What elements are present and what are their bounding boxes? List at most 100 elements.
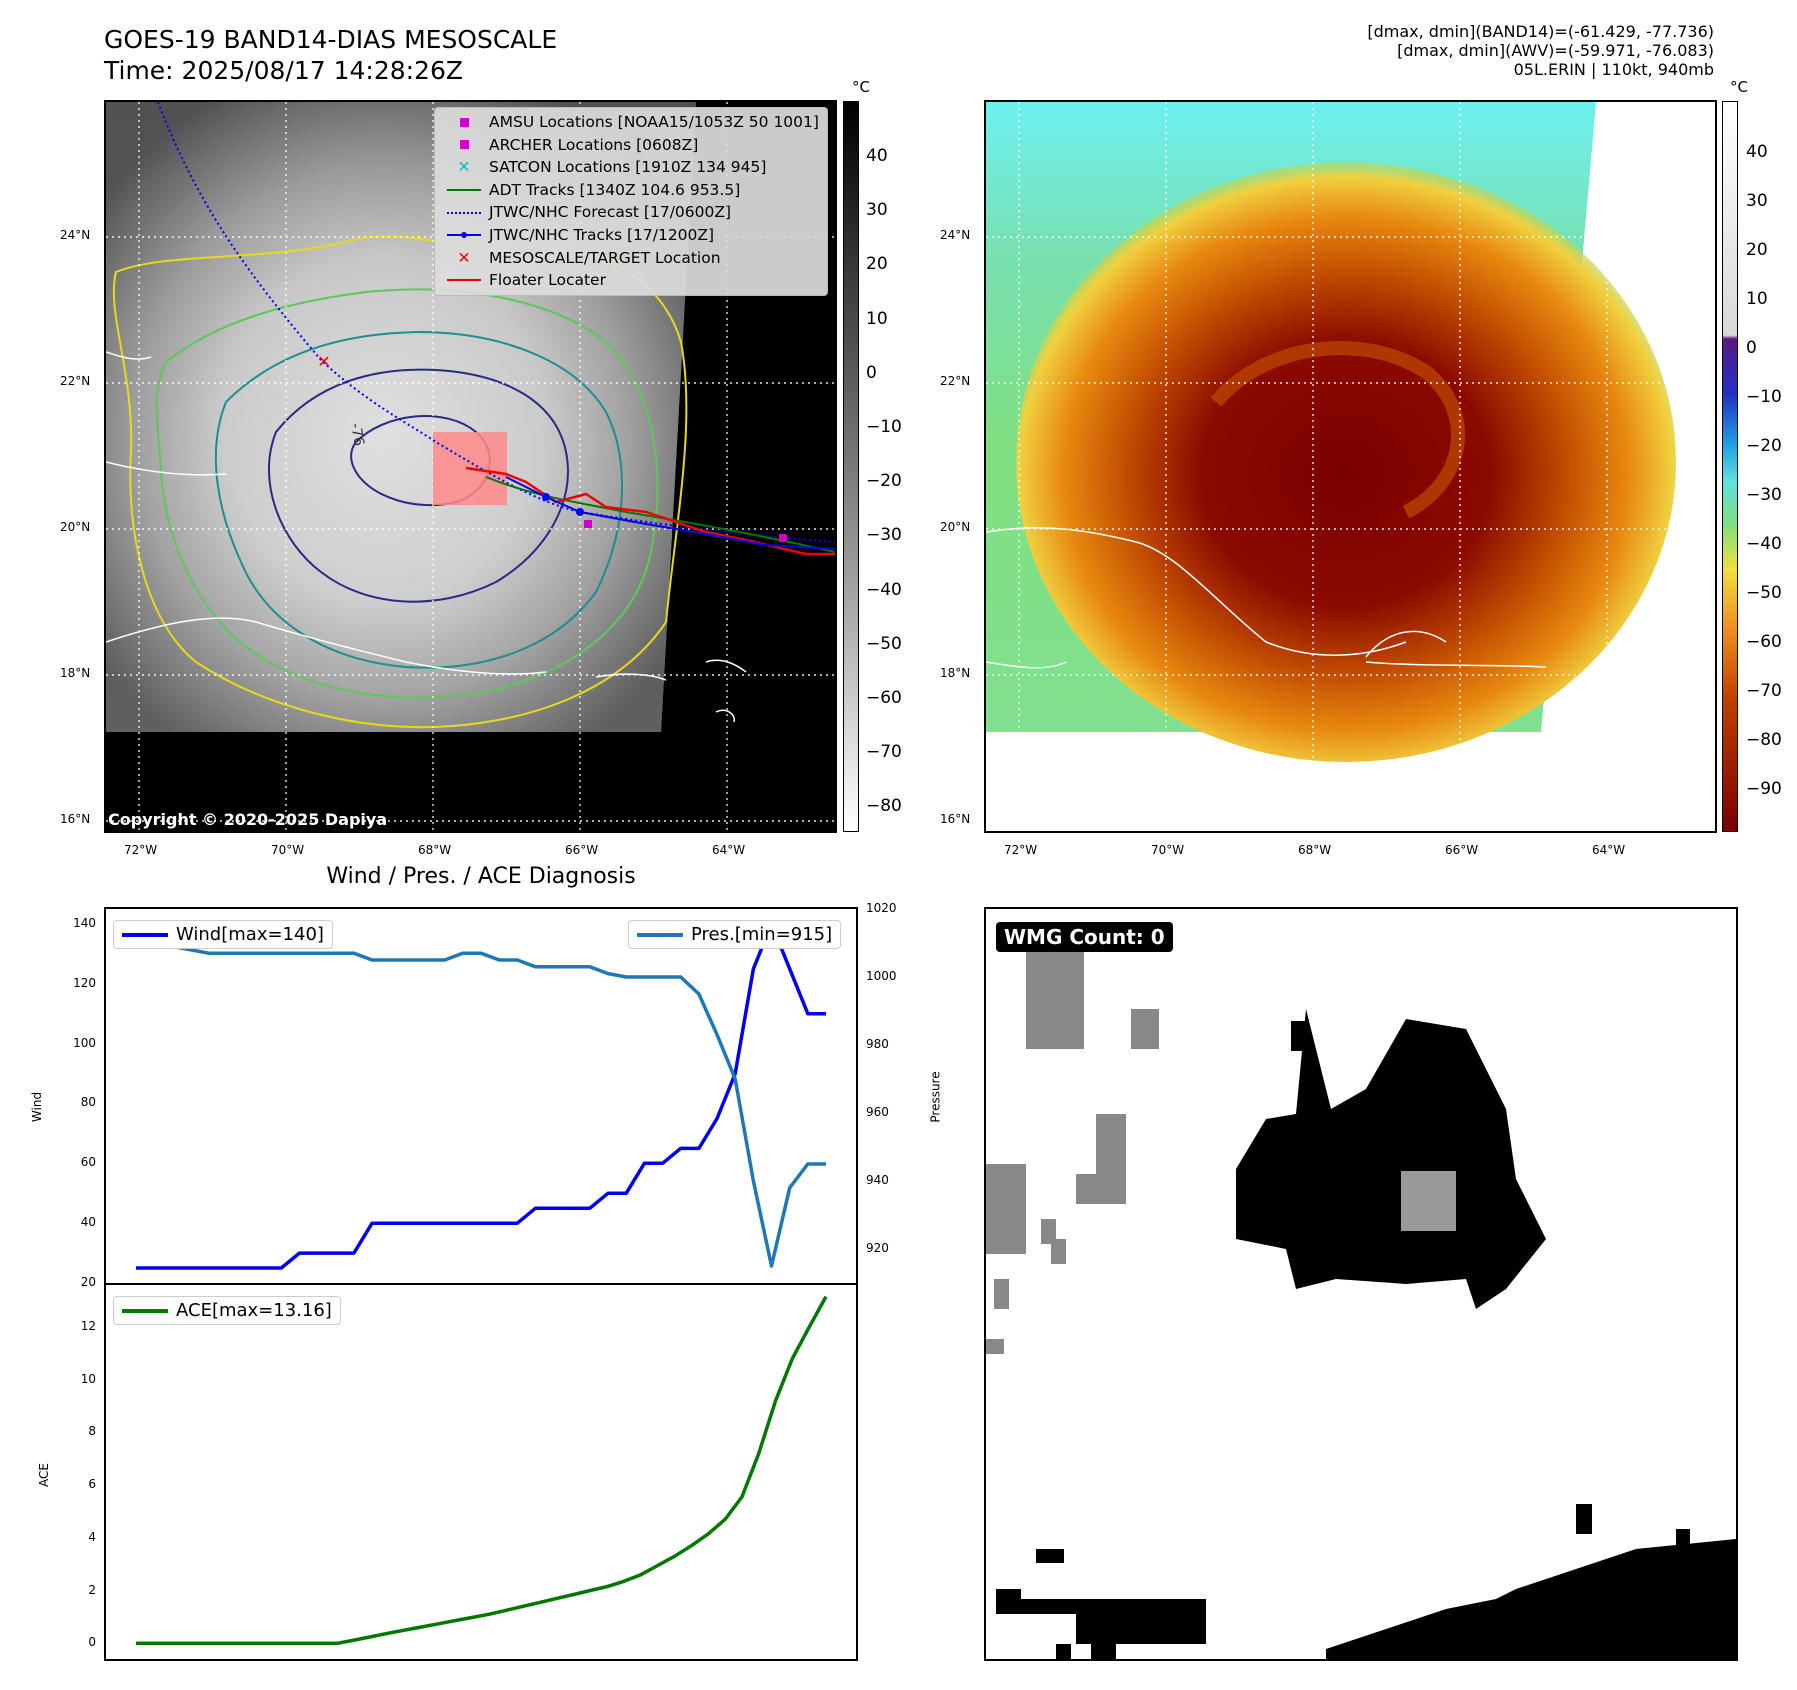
stats-block: [dmax, dmin](BAND14)=(-61.429, -77.736) … bbox=[1367, 22, 1714, 79]
lat-label: 18°N bbox=[940, 666, 971, 680]
colorbar-tick: −20 bbox=[866, 471, 902, 492]
diagnosis-title: Wind / Pres. / ACE Diagnosis bbox=[326, 864, 636, 889]
wind-pressure-plot bbox=[136, 922, 826, 1270]
axis-tick-label: 940 bbox=[866, 1173, 889, 1187]
colorbar-tick: −80 bbox=[866, 796, 902, 817]
lon-label: 64°W bbox=[1592, 843, 1626, 857]
colorbar-tick: 0 bbox=[1746, 338, 1757, 358]
axis-tick-label: 40 bbox=[80, 1215, 96, 1230]
colorbar-tick: 30 bbox=[1746, 191, 1768, 211]
colorbar-tick: −10 bbox=[1746, 387, 1782, 407]
ace-legend: ACE[max=13.16] bbox=[113, 1296, 341, 1325]
colorbar-tick: −40 bbox=[1746, 534, 1782, 554]
lon-label: 66°W bbox=[565, 843, 599, 857]
wmg-panel bbox=[984, 907, 1738, 1661]
coastline-hispaniola bbox=[106, 617, 547, 675]
coastline-islands bbox=[705, 659, 747, 723]
colorbar-tick: −80 bbox=[1746, 730, 1782, 750]
awv-map-panel bbox=[984, 100, 1717, 833]
contour-navy-outer bbox=[267, 368, 569, 603]
contour-yellow bbox=[112, 235, 688, 729]
colorbar-tick: 40 bbox=[1746, 142, 1768, 162]
axis-tick-label: 8 bbox=[88, 1424, 96, 1439]
pressure-axis-label: Pressure bbox=[928, 1071, 943, 1123]
colorbar-tick: 0 bbox=[866, 362, 877, 383]
wmg-image bbox=[986, 909, 1736, 1659]
legend-item-amsu: AMSU Locations [NOAA15/1053Z 50 1001] bbox=[445, 111, 819, 134]
coastline-cuba bbox=[106, 351, 227, 476]
axis-tick-label: 140 bbox=[73, 915, 96, 930]
colorbar-tick: −50 bbox=[866, 633, 902, 654]
colorbar-tick: −40 bbox=[866, 579, 902, 600]
contour-label: -76 bbox=[347, 422, 367, 447]
colorbar-tick: −70 bbox=[1746, 681, 1782, 701]
colorbar-tick: 40 bbox=[866, 146, 888, 166]
lat-label: 24°N bbox=[60, 228, 91, 242]
legend-item-target: ✕ MESOSCALE/TARGET Location bbox=[457, 248, 721, 267]
lat-label: 20°N bbox=[60, 520, 91, 534]
lat-label: 18°N bbox=[60, 666, 91, 680]
axis-tick-label: 1000 bbox=[866, 969, 897, 983]
axis-tick-label: 980 bbox=[866, 1037, 889, 1051]
wmg-count-badge: WMG Count: 0 bbox=[996, 922, 1173, 952]
legend-item-nhc-tracks: JTWC/NHC Tracks [17/1200Z] bbox=[445, 224, 819, 247]
lon-label: 68°W bbox=[1298, 843, 1332, 857]
axis-tick-label: 120 bbox=[73, 975, 96, 990]
colorbar-gray-unit: °C bbox=[852, 78, 870, 96]
pressure-legend: Pres.[min=915] bbox=[628, 920, 842, 949]
title-line-1: GOES-19 BAND14-DIAS MESOSCALE bbox=[104, 25, 558, 54]
axis-tick-label: 10 bbox=[80, 1371, 96, 1386]
colorbar-tick: −20 bbox=[1746, 436, 1782, 456]
coastline-puertorico bbox=[595, 673, 667, 681]
colorbar-color bbox=[1722, 101, 1738, 832]
colorbar-tick: 20 bbox=[866, 254, 888, 275]
colorbar-tick: 20 bbox=[1746, 240, 1768, 260]
lon-label: 72°W bbox=[1004, 843, 1038, 857]
wind-series-line bbox=[136, 922, 826, 1270]
copyright-text: Copyright © 2020-2025 Dapiya bbox=[108, 810, 388, 829]
colorbar-tick: −90 bbox=[1746, 779, 1782, 799]
colorbar-tick: 10 bbox=[866, 308, 888, 329]
colorbar-gray bbox=[843, 101, 859, 832]
contour-teal bbox=[214, 330, 624, 669]
wmg-black-mass bbox=[1236, 1009, 1546, 1309]
figure-title: GOES-19 BAND14-DIAS MESOSCALE Time: 2025… bbox=[104, 24, 557, 86]
lon-label: 64°W bbox=[712, 843, 746, 857]
axis-tick-label: 12 bbox=[80, 1319, 96, 1334]
legend-item-archer: ARCHER Locations [0608Z] bbox=[445, 134, 819, 157]
wind-legend: Wind[max=140] bbox=[113, 920, 333, 949]
lat-label: 22°N bbox=[940, 374, 971, 388]
colorbar-tick: 30 bbox=[866, 200, 888, 221]
wind-axis-label: Wind bbox=[30, 1091, 45, 1123]
axis-tick-label: 960 bbox=[866, 1105, 889, 1119]
lat-label: 22°N bbox=[60, 374, 91, 388]
colorbar-tick: −60 bbox=[1746, 632, 1782, 652]
map-legend: AMSU Locations [NOAA15/1053Z 50 1001] AR… bbox=[434, 107, 828, 296]
adt-track bbox=[485, 476, 835, 553]
lon-label: 70°W bbox=[271, 843, 305, 857]
title-line-2: Time: 2025/08/17 14:28:26Z bbox=[104, 56, 463, 85]
axis-tick-label: 2 bbox=[88, 1582, 96, 1597]
stats-awv: [dmax, dmin](AWV)=(-59.971, -76.083) bbox=[1397, 41, 1714, 60]
colorbar-tick: −70 bbox=[866, 742, 902, 763]
stats-storm: 05L.ERIN | 110kt, 940mb bbox=[1513, 60, 1714, 79]
colorbar-tick: −50 bbox=[1746, 583, 1782, 603]
axis-tick-label: 4 bbox=[88, 1529, 96, 1544]
axis-tick-label: 60 bbox=[80, 1155, 96, 1170]
axis-tick-label: 1020 bbox=[866, 901, 897, 915]
ace-panel bbox=[104, 1283, 858, 1661]
lat-label: 16°N bbox=[940, 812, 971, 826]
lon-label: 68°W bbox=[418, 843, 452, 857]
lat-label: 20°N bbox=[940, 520, 971, 534]
lon-label: 66°W bbox=[1445, 843, 1479, 857]
axis-tick-label: 920 bbox=[866, 1241, 889, 1255]
ace-plot bbox=[136, 1295, 828, 1645]
legend-item-floater: Floater Locater bbox=[445, 269, 819, 292]
wind-pressure-panel bbox=[104, 907, 858, 1285]
lon-label: 72°W bbox=[124, 843, 158, 857]
contour-green bbox=[155, 288, 659, 699]
pressure-series-line bbox=[136, 924, 826, 1268]
axis-tick-label: 0 bbox=[88, 1635, 96, 1650]
amsu-marker bbox=[779, 534, 787, 542]
lon-label: 70°W bbox=[1151, 843, 1185, 857]
